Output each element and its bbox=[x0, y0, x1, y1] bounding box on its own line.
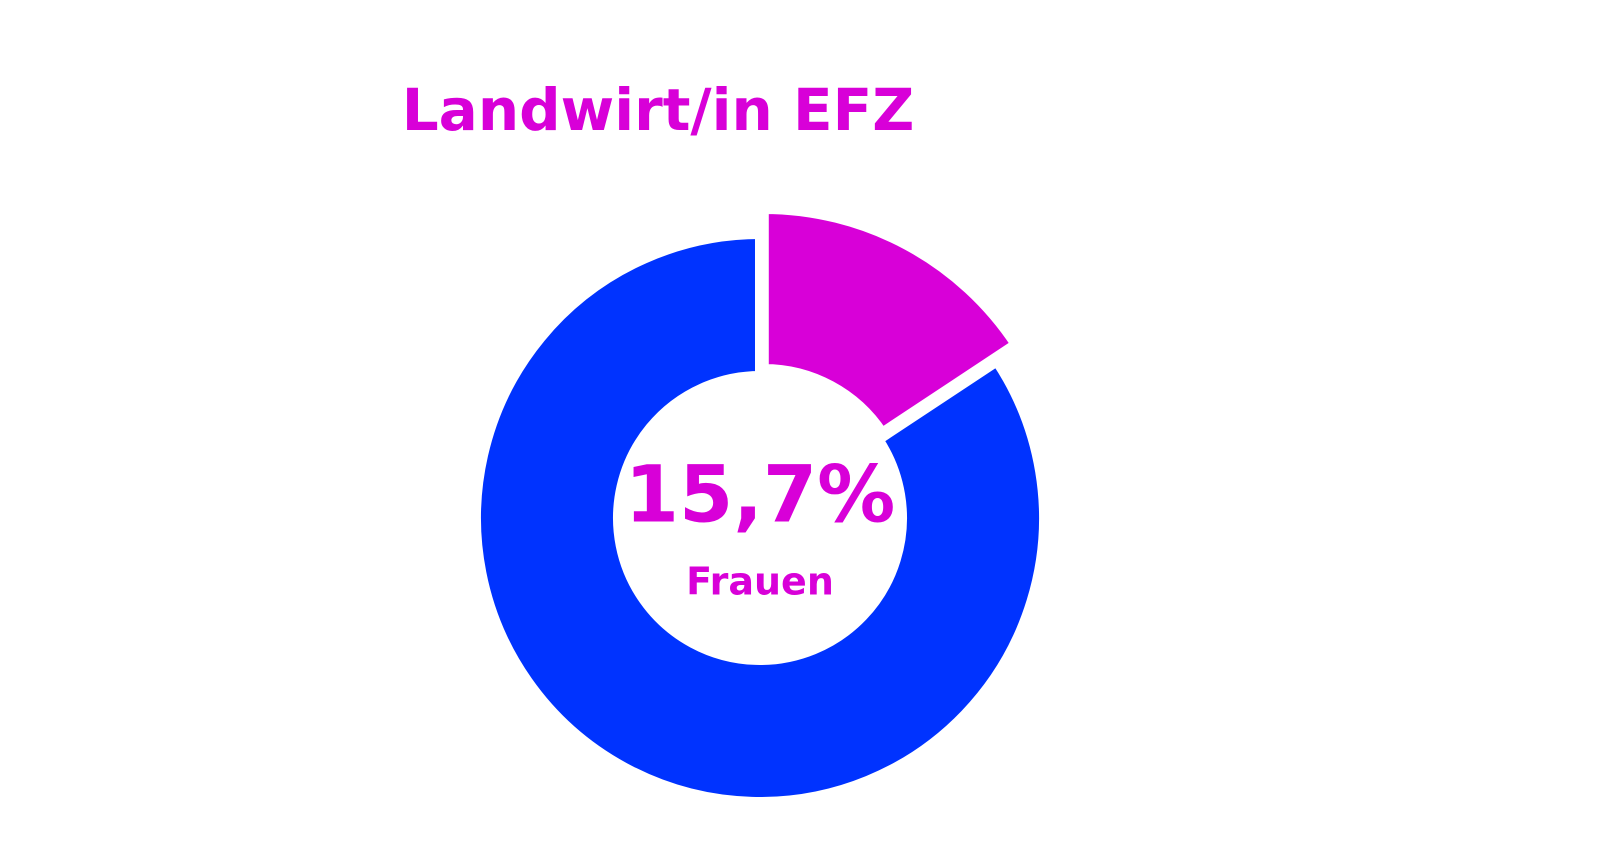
value-label: 15,7% bbox=[625, 450, 896, 540]
pie-slice bbox=[758, 203, 1023, 440]
pie-slice bbox=[471, 228, 1049, 807]
chart-title: Landwirt/in EFZ bbox=[402, 76, 915, 144]
category-label: Frauen bbox=[686, 560, 834, 604]
